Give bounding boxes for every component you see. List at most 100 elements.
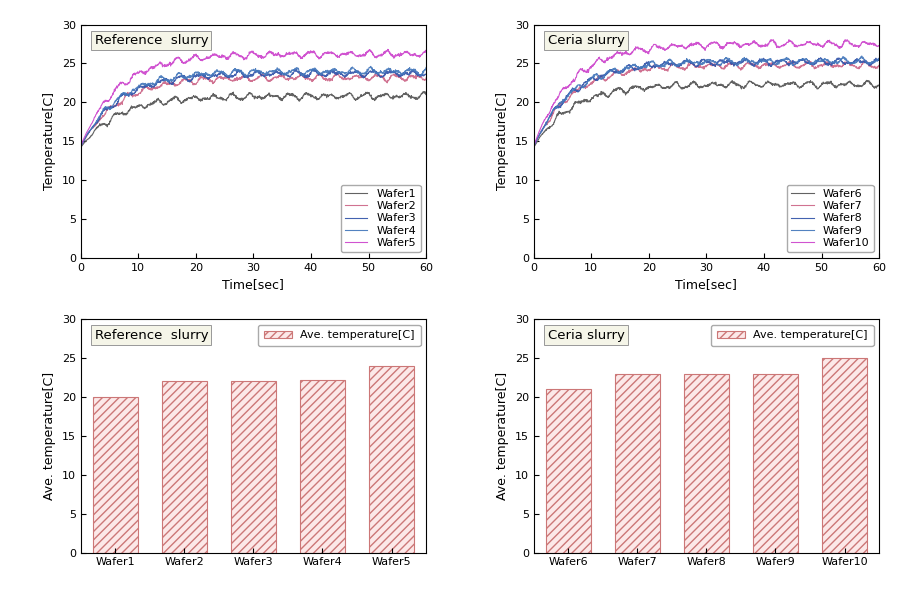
Wafer6 — [574, 99, 585, 107]
Text: Ceria slurry: Ceria slurry — [547, 34, 624, 47]
Wafer9 — [678, 59, 689, 66]
Wafer8 — [645, 63, 656, 71]
Line: Wafer2: Wafer2 — [81, 73, 426, 147]
Wafer9 — [710, 60, 720, 67]
Bar — [545, 389, 591, 553]
Wafer5 — [192, 53, 203, 61]
Legend: Wafer6, Wafer7, Wafer8, Wafer9, Wafer10: Wafer6, Wafer7, Wafer8, Wafer9, Wafer10 — [787, 185, 874, 252]
Wafer6 — [645, 84, 656, 91]
Wafer2 — [264, 78, 274, 85]
Wafer5 — [121, 80, 132, 88]
Wafer1 — [192, 95, 203, 102]
Wafer9 — [874, 55, 884, 63]
Text: Ceria slurry: Ceria slurry — [547, 328, 624, 341]
Wafer3 — [121, 91, 132, 99]
Wafer3 — [264, 71, 274, 78]
Wafer5 — [264, 49, 274, 56]
Wafer6 — [874, 82, 884, 90]
Wafer5 — [75, 142, 86, 150]
Wafer1 — [257, 93, 267, 101]
Wafer2 — [75, 143, 86, 150]
Wafer9 — [528, 143, 539, 150]
Wafer10 — [717, 43, 727, 50]
Wafer2 — [121, 91, 132, 98]
Wafer1 — [225, 91, 236, 98]
Wafer4 — [421, 64, 431, 71]
Bar — [161, 381, 207, 553]
Legend: Ave. temperature[C]: Ave. temperature[C] — [711, 325, 874, 346]
Wafer7 — [710, 63, 720, 70]
Wafer10 — [645, 47, 656, 54]
Wafer10 — [710, 39, 720, 46]
Wafer5 — [134, 69, 144, 77]
Text: Reference  slurry: Reference slurry — [94, 34, 208, 47]
Wafer3 — [225, 73, 236, 80]
Wafer8 — [587, 74, 597, 82]
Legend: Wafer1, Wafer2, Wafer3, Wafer4, Wafer5: Wafer1, Wafer2, Wafer3, Wafer4, Wafer5 — [341, 185, 421, 252]
Wafer7 — [678, 65, 689, 72]
Legend: Ave. temperature[C]: Ave. temperature[C] — [258, 325, 421, 346]
Bar — [822, 358, 867, 553]
Wafer9 — [574, 81, 585, 88]
Wafer3 — [257, 72, 267, 79]
Wafer4 — [121, 91, 132, 99]
Wafer8 — [717, 57, 727, 64]
Wafer10 — [587, 62, 597, 69]
Y-axis label: Temperature[C]: Temperature[C] — [43, 92, 57, 190]
X-axis label: Time[sec]: Time[sec] — [222, 278, 284, 291]
Wafer2 — [257, 71, 267, 79]
Wafer1 — [421, 91, 431, 98]
Wafer4 — [264, 68, 274, 75]
Bar — [614, 374, 660, 553]
Wafer4 — [257, 69, 267, 77]
Wafer3 — [307, 66, 318, 73]
Y-axis label: Ave. temperature[C]: Ave. temperature[C] — [496, 372, 509, 500]
Wafer8 — [874, 55, 884, 62]
Wafer9 — [857, 52, 867, 60]
Wafer1 — [418, 88, 429, 95]
Wafer8 — [574, 87, 585, 95]
Wafer7 — [859, 56, 870, 64]
Wafer8 — [678, 59, 689, 66]
Bar — [300, 380, 345, 553]
Wafer8 — [815, 54, 826, 61]
Wafer10 — [574, 66, 585, 74]
Wafer3 — [75, 143, 86, 150]
Line: Wafer10: Wafer10 — [534, 40, 879, 146]
Line: Wafer4: Wafer4 — [81, 66, 426, 147]
Wafer6 — [710, 80, 720, 87]
Wafer7 — [645, 66, 656, 73]
Wafer5 — [382, 45, 393, 53]
Line: Wafer3: Wafer3 — [81, 69, 426, 147]
Wafer3 — [192, 72, 203, 79]
Wafer5 — [225, 53, 236, 60]
Line: Wafer6: Wafer6 — [534, 80, 879, 147]
Wafer7 — [574, 84, 585, 91]
Line: Wafer1: Wafer1 — [81, 91, 426, 147]
Wafer7 — [717, 64, 727, 72]
Wafer7 — [874, 61, 884, 69]
Bar — [684, 374, 729, 553]
Wafer3 — [134, 83, 144, 90]
Bar — [753, 374, 798, 553]
Wafer4 — [365, 63, 376, 70]
Wafer6 — [717, 81, 727, 88]
Wafer1 — [75, 144, 86, 151]
Wafer6 — [678, 85, 689, 92]
Wafer9 — [717, 59, 727, 66]
Wafer6 — [861, 77, 872, 84]
Wafer5 — [421, 49, 431, 56]
Wafer4 — [134, 82, 144, 89]
Wafer1 — [121, 109, 132, 117]
Wafer2 — [314, 69, 325, 77]
Bar — [92, 397, 138, 553]
Wafer2 — [421, 74, 431, 82]
Line: Wafer5: Wafer5 — [81, 49, 426, 146]
Wafer7 — [587, 79, 597, 86]
Wafer2 — [225, 77, 236, 84]
Wafer2 — [134, 90, 144, 97]
Wafer8 — [528, 143, 539, 150]
Text: Reference  slurry: Reference slurry — [94, 328, 208, 341]
Y-axis label: Ave. temperature[C]: Ave. temperature[C] — [43, 372, 57, 500]
Line: Wafer8: Wafer8 — [534, 58, 879, 147]
